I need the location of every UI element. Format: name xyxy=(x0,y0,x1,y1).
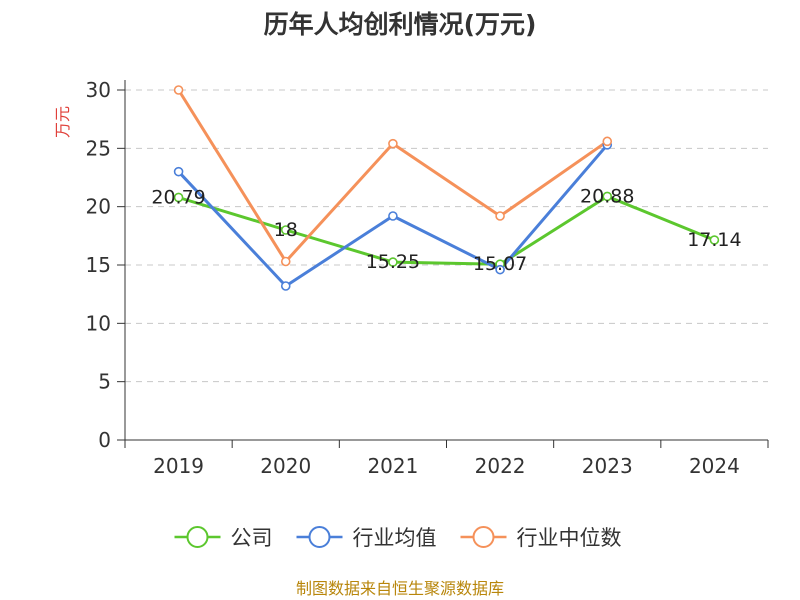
legend: 公司 行业均值 行业中位数 xyxy=(174,526,622,550)
y-tick-label: 5 xyxy=(98,370,111,394)
data-point xyxy=(388,138,398,149)
legend-label: 行业中位数 xyxy=(517,526,622,550)
source-note: 制图数据来自恒生聚源数据库 xyxy=(296,579,504,598)
x-tick-label: 2019 xyxy=(153,454,204,478)
y-tick-label: 20 xyxy=(86,195,111,219)
series-layer xyxy=(173,85,720,291)
chart-title: 历年人均创利情况(万元) xyxy=(264,10,537,39)
legend-marker xyxy=(472,526,495,548)
grid-lines xyxy=(125,89,768,383)
legend-marker xyxy=(308,526,331,548)
data-point xyxy=(709,235,720,245)
data-point xyxy=(495,264,505,275)
data-point xyxy=(280,256,291,267)
x-tick-label: 2023 xyxy=(582,454,633,478)
legend-marker xyxy=(186,526,209,548)
y-tick-label: 15 xyxy=(86,253,111,277)
data-point xyxy=(173,166,184,177)
x-tick-label: 2022 xyxy=(475,454,526,478)
data-point xyxy=(280,281,291,291)
data-point xyxy=(495,211,505,221)
data-point xyxy=(602,191,613,202)
data-label: 17.14 xyxy=(687,229,741,251)
data-label: 18 xyxy=(274,219,298,241)
y-tick-label: 30 xyxy=(86,78,111,102)
axes: 0 5 10 15 20 25 30 2019 2020 2021 2022 2023 2024 xyxy=(86,78,769,478)
data-labels: 20.79 18 15.25 15.07 20.88 17.14 xyxy=(151,185,741,275)
legend-item: 行业均值 xyxy=(296,526,437,550)
data-point xyxy=(280,225,291,235)
data-point xyxy=(173,85,184,95)
data-label: 15.25 xyxy=(366,251,420,273)
data-point xyxy=(388,211,398,221)
y-tick-label: 25 xyxy=(86,136,111,160)
legend-label: 行业均值 xyxy=(353,526,437,550)
x-tick-label: 2024 xyxy=(689,454,740,478)
legend-label: 公司 xyxy=(231,526,273,550)
data-label: 20.88 xyxy=(580,185,634,207)
legend-item: 行业中位数 xyxy=(460,526,622,550)
y-tick-label: 10 xyxy=(86,311,111,335)
data-label: 15.07 xyxy=(473,253,527,275)
legend-item: 公司 xyxy=(174,526,273,550)
y-axis-label: 万元 xyxy=(53,106,72,138)
data-point xyxy=(602,136,613,147)
data-label: 20.79 xyxy=(151,186,205,208)
x-tick-label: 2020 xyxy=(260,454,311,478)
data-point xyxy=(173,192,184,203)
y-tick-label: 0 xyxy=(98,428,111,452)
x-tick-label: 2021 xyxy=(367,454,418,478)
data-point xyxy=(388,257,398,267)
series-line xyxy=(178,194,715,266)
